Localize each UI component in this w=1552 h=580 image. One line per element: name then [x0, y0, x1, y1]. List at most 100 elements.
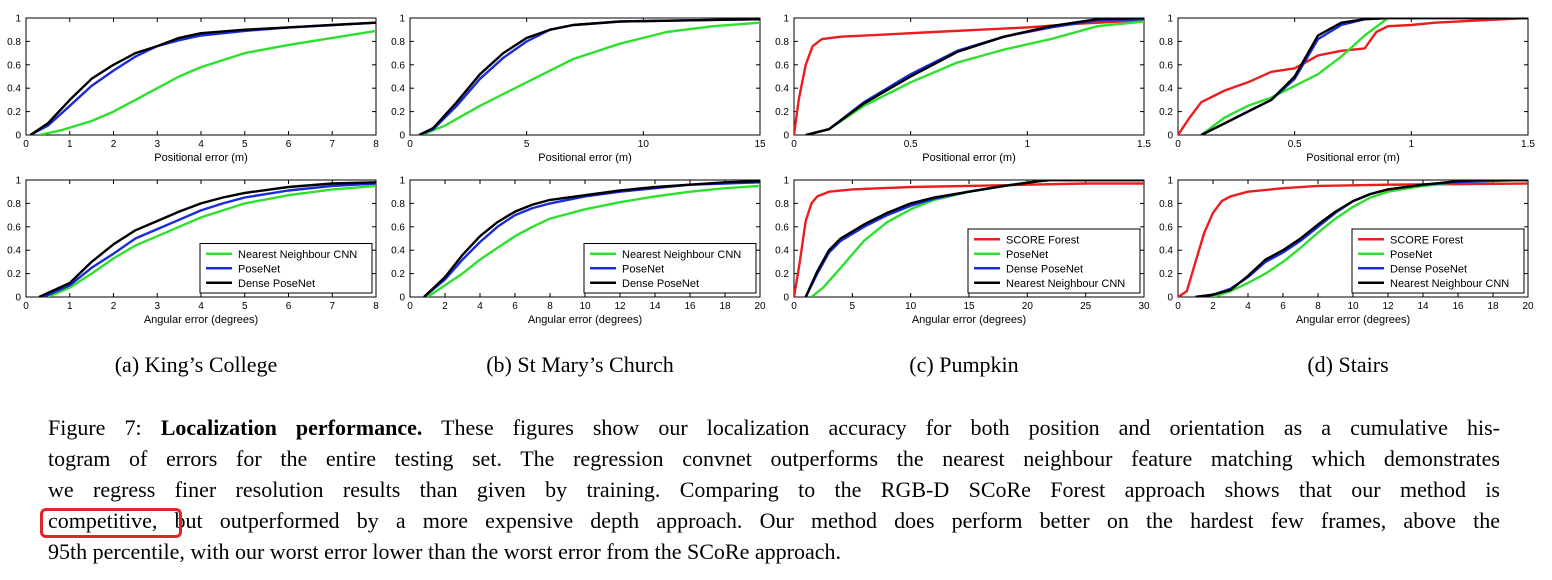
figure-7: 0 1 2 3 4 5 6 7 8 0 0.2 0.4 0.6 0.8 1 Positional error …	[7, 14, 1535, 327]
x-tick-label: 0	[407, 301, 413, 312]
x-tick-label: 15	[963, 301, 975, 312]
x-axis-label: Angular error (degrees)	[144, 314, 258, 326]
y-tick-label: 0	[1167, 131, 1173, 142]
x-tick-label: 14	[649, 301, 661, 312]
y-tick-label: 0.2	[391, 107, 405, 118]
series-line-3	[1200, 18, 1528, 135]
x-tick-label: 0	[791, 139, 797, 150]
legend: SCORE Forest PoseNet Dense PoseNet Nearest …	[1351, 228, 1525, 294]
plot-b-position: 0 5 10 15 0 0.2 0.4 0.6 0.8 1 Positional error (m)	[391, 14, 766, 165]
x-tick-label: 5	[850, 301, 856, 312]
subcaption-a: (a) King’s College	[114, 352, 278, 377]
legend-entry: Nearest Neighbour CNN	[238, 249, 357, 261]
subcaption-c: (c) Pumpkin	[909, 352, 1019, 377]
x-tick-label: 6	[286, 139, 292, 150]
y-tick-label: 0	[15, 131, 21, 142]
series-line-0	[1178, 18, 1528, 135]
series-line-nearest-neighbour-cnn	[426, 184, 760, 297]
x-tick-label: 2	[111, 139, 117, 150]
x-axis-label: Angular error (degrees)	[528, 314, 642, 326]
y-tick-label: 0.4	[391, 84, 405, 95]
series-line-1	[1200, 18, 1528, 135]
legend: SCORE Forest PoseNet Dense PoseNet Nearest …	[967, 228, 1141, 294]
plot-c-angle: 0 5 10 15 20 25 30 0 0.2 0.4 0.6 0.8 1 Angular error …	[775, 176, 1150, 327]
series-line-2	[29, 21, 376, 135]
x-tick-label: 20	[754, 301, 766, 312]
y-tick-label: 1	[1167, 14, 1173, 25]
x-tick-label: 6	[1280, 301, 1286, 312]
x-tick-label: 1.5	[1137, 139, 1151, 150]
x-tick-label: 30	[1138, 301, 1150, 312]
x-tick-label: 2	[111, 301, 117, 312]
series-line-dense-posenet	[423, 180, 760, 297]
y-tick-label: 0.8	[7, 199, 21, 210]
x-tick-label: 8	[547, 301, 553, 312]
plot-c-position: 0 0.5 1 1.5 0 0.2 0.4 0.6 0.8 1 Positional error (…	[775, 14, 1151, 165]
x-tick-label: 8	[373, 139, 379, 150]
plot-frame	[793, 17, 1145, 136]
x-tick-label: 4	[1245, 301, 1251, 312]
legend-entry: Nearest Neighbour CNN	[1006, 278, 1125, 290]
y-tick-label: 0.4	[775, 84, 789, 95]
y-tick-label: 0	[783, 293, 789, 304]
y-tick-label: 0.8	[1159, 37, 1173, 48]
plot-a-angle: 0 1 2 3 4 5 6 7 8 0 0.2 0.4 0.6 0.8 1 Angular error (de…	[7, 176, 379, 327]
x-axis-label: Positional error (m)	[154, 152, 248, 164]
legend-entry: PoseNet	[1390, 249, 1432, 261]
y-tick-label: 0	[15, 293, 21, 304]
x-axis-label: Positional error (m)	[538, 152, 632, 164]
y-tick-label: 0.4	[7, 246, 21, 257]
legend-entry: Dense PoseNet	[622, 278, 699, 290]
legend-entry: SCORE Forest	[1006, 234, 1079, 246]
series-line-nearest-neighbour-cnn	[47, 184, 376, 297]
x-tick-label: 20	[1022, 301, 1034, 312]
x-tick-label: 0.5	[904, 139, 918, 150]
y-tick-label: 0.8	[775, 199, 789, 210]
legend: Nearest Neighbour CNN PoseNet Dense PoseNe…	[583, 243, 757, 294]
x-tick-label: 6	[512, 301, 518, 312]
series-line-2	[418, 18, 760, 135]
y-tick-label: 0.4	[1159, 84, 1173, 95]
caption-line-4: competitive, but outperformed by a more …	[48, 508, 1500, 533]
y-tick-label: 0.8	[775, 37, 789, 48]
series-line-score-forest	[1178, 182, 1528, 297]
y-tick-label: 0.8	[1159, 199, 1173, 210]
series-line-score-forest	[794, 182, 1144, 297]
y-tick-label: 0	[399, 293, 405, 304]
x-tick-label: 3	[154, 139, 160, 150]
plot-frame	[25, 17, 377, 136]
plot-b-angle: 0 2 4 6 8 10 12 14 16 18 20 0 0.2 0.4 0.6 0.8 1 Angular e…	[391, 176, 766, 327]
y-tick-label: 0.2	[1159, 269, 1173, 280]
x-tick-label: 10	[1347, 301, 1359, 312]
y-tick-label: 0.2	[775, 107, 789, 118]
series-line-3	[805, 18, 1144, 135]
y-tick-label: 1	[399, 176, 405, 187]
x-tick-label: 0	[791, 301, 797, 312]
y-tick-label: 0.6	[775, 60, 789, 71]
legend-entry: Dense PoseNet	[238, 278, 315, 290]
y-tick-label: 0.8	[7, 37, 21, 48]
x-axis-label: Angular error (degrees)	[912, 314, 1026, 326]
x-axis-label: Angular error (degrees)	[1296, 314, 1410, 326]
legend-entry: PoseNet	[622, 263, 664, 275]
x-tick-label: 0	[1175, 301, 1181, 312]
x-axis-label: Positional error (m)	[922, 152, 1016, 164]
plot-frame	[1177, 17, 1529, 136]
x-tick-label: 10	[638, 139, 650, 150]
x-tick-label: 14	[1417, 301, 1429, 312]
series-line-nearest-neighbour-cnn	[1195, 180, 1528, 297]
figure-caption: Figure 7: Localization performance. Thes…	[48, 412, 1500, 567]
plot-d-position: 0 0.5 1 1.5 0 0.2 0.4 0.6 0.8 1 Positional error (…	[1159, 14, 1535, 165]
caption-text: These figures show our localization accu…	[422, 415, 1500, 440]
y-tick-label: 1	[1167, 176, 1173, 187]
x-tick-label: 4	[477, 301, 483, 312]
y-tick-label: 0.4	[1159, 246, 1173, 257]
y-tick-label: 0.2	[7, 269, 21, 280]
x-tick-label: 1.5	[1521, 139, 1535, 150]
x-tick-label: 1	[1409, 139, 1415, 150]
series-line-dense-posenet	[38, 181, 376, 297]
x-tick-label: 2	[1210, 301, 1216, 312]
plot-a-position: 0 1 2 3 4 5 6 7 8 0 0.2 0.4 0.6 0.8 1 Positional error …	[7, 14, 379, 165]
subcaption-d: (d) Stairs	[1307, 352, 1389, 377]
x-tick-label: 1	[1025, 139, 1031, 150]
